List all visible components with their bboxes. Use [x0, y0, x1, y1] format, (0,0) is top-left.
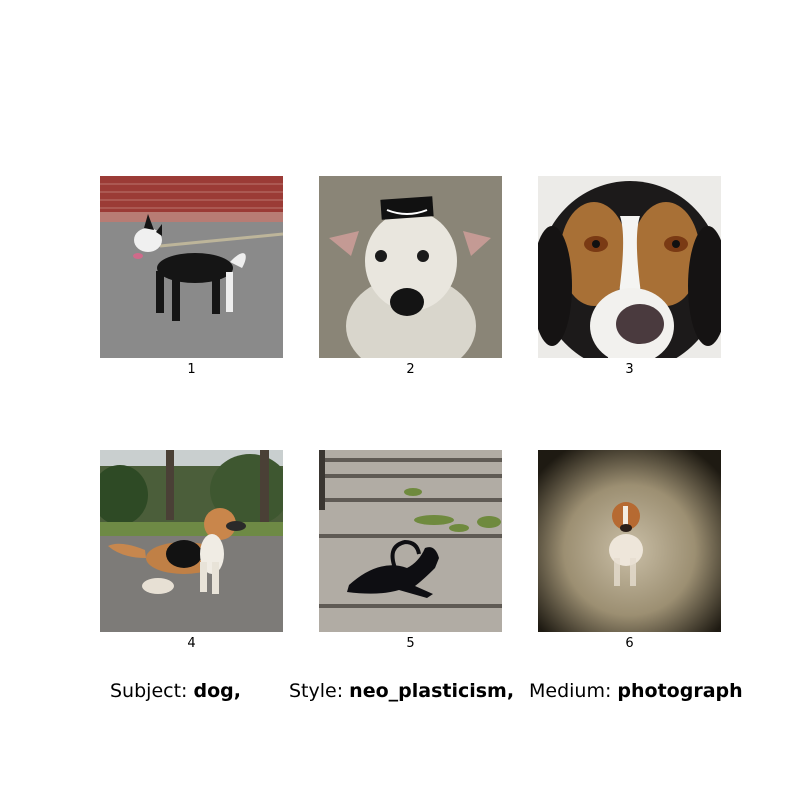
dog-photo-5: [319, 450, 502, 632]
image-label-2: 2: [406, 362, 415, 377]
style-value: neo_plasticism,: [349, 680, 515, 702]
medium-label: Medium:: [529, 680, 612, 702]
dog-photo-4: [100, 450, 283, 632]
caption-style: Style: neo_plasticism,: [289, 680, 514, 702]
dog-photo-3: [538, 176, 721, 358]
image-tile-4: [100, 450, 283, 632]
dog-photo-6: [538, 450, 721, 632]
image-tile-5: [319, 450, 502, 632]
medium-value: photograph: [617, 680, 743, 702]
style-label: Style:: [289, 680, 344, 702]
image-tile-1: [100, 176, 283, 358]
image-label-5: 5: [406, 636, 415, 651]
image-label-4: 4: [187, 636, 196, 651]
image-tile-3: [538, 176, 721, 358]
caption-subject: Subject: dog,: [110, 680, 241, 702]
image-tile-2: [319, 176, 502, 358]
subject-label: Subject:: [110, 680, 188, 702]
image-label-1: 1: [187, 362, 196, 377]
image-tile-6: [538, 450, 721, 632]
dog-photo-1: [100, 176, 283, 358]
image-label-3: 3: [625, 362, 634, 377]
caption-medium: Medium: photograph: [529, 680, 743, 702]
dog-photo-2: [319, 176, 502, 358]
subject-value: dog,: [193, 680, 241, 702]
image-label-6: 6: [625, 636, 634, 651]
